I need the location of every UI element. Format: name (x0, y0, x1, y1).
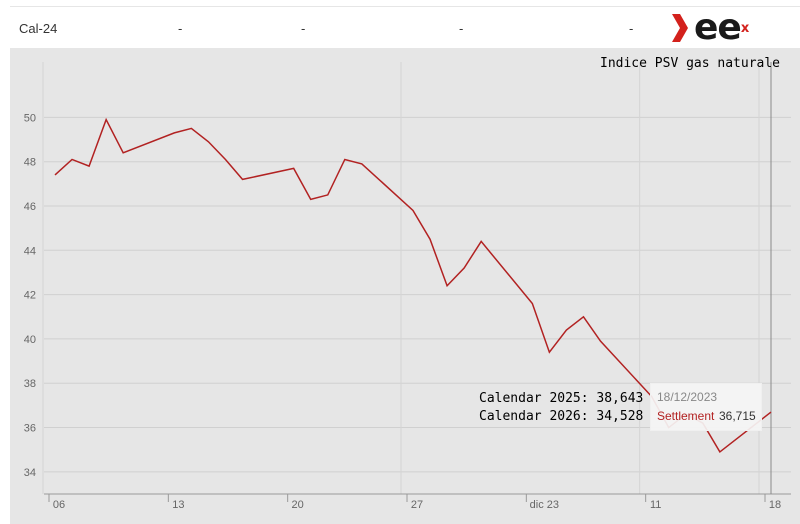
x-tick-label: 06 (53, 499, 65, 511)
tooltip-label: Settlement (657, 409, 715, 423)
annotation-calendar-2026: Calendar 2026: 34,528 (479, 409, 644, 424)
x-tick-label: 27 (411, 499, 423, 511)
annotation-calendar-2025: Calendar 2025: 38,643 (479, 391, 644, 406)
chart-area (10, 48, 800, 524)
x-tick-label: 13 (172, 499, 184, 511)
y-tick-label: 50 (24, 112, 36, 124)
contract-cell: - (301, 21, 306, 36)
contract-cell: - (629, 21, 634, 36)
chevron-logo-icon (672, 14, 688, 42)
y-tick-label: 42 (24, 290, 36, 302)
eex-logo: ee x (660, 7, 778, 49)
y-tick-label: 40 (24, 334, 36, 346)
x-tick-label: 18 (769, 499, 781, 511)
contract-label: Cal-24 (19, 21, 58, 36)
contract-row: Cal-24 - - - - ee x (10, 6, 800, 49)
tooltip-date: 18/12/2023 (657, 390, 718, 404)
x-tick-label: 20 (292, 499, 304, 511)
y-tick-label: 38 (24, 378, 36, 390)
y-tick-label: 34 (24, 467, 36, 479)
tooltip: 18/12/2023 Settlement 36,715 (650, 383, 762, 431)
y-tick-label: 46 (24, 201, 36, 213)
contract-cell: - (178, 21, 183, 36)
y-tick-label: 44 (24, 245, 36, 257)
y-tick-label: 36 (24, 423, 36, 435)
chart-title: Indice PSV gas naturale (600, 56, 781, 71)
y-tick-label: 48 (24, 157, 36, 169)
x-tick-label: dic 23 (530, 499, 559, 511)
tooltip-value: 36,715 (719, 409, 756, 423)
contract-cell: - (459, 21, 464, 36)
x-tick-label: 11 (650, 499, 661, 511)
logo-wordmark: ee x (694, 7, 749, 48)
